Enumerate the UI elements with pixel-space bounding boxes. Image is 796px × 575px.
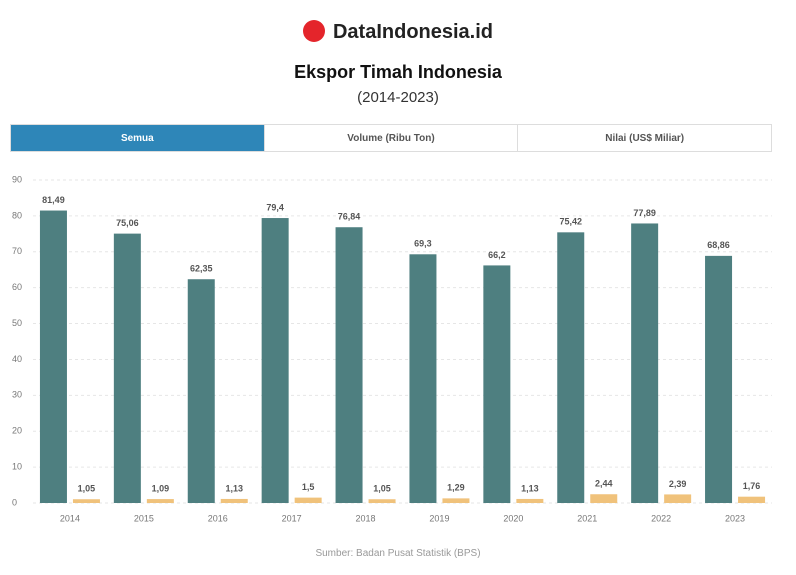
x-tick-label: 2014: [60, 513, 80, 523]
value-label: 66,2: [488, 250, 506, 260]
x-tick-label: 2019: [429, 513, 449, 523]
x-tick-label: 2021: [577, 513, 597, 523]
chart-title: Ekspor Timah Indonesia: [294, 62, 502, 82]
value-label: 62,35: [190, 264, 213, 274]
y-tick-label: 0: [12, 497, 17, 507]
value-label: 1,13: [521, 483, 539, 493]
bar: [335, 227, 363, 503]
bar: [738, 496, 766, 503]
bar: [220, 498, 248, 503]
chart-subtitle: (2014-2023): [357, 89, 439, 106]
tab[interactable]: Semua: [11, 125, 264, 151]
bar: [39, 210, 67, 503]
value-label: 68,86: [707, 240, 730, 250]
value-label: 1,76: [743, 481, 761, 491]
y-tick-label: 70: [12, 246, 22, 256]
x-tick-label: 2022: [651, 513, 671, 523]
y-tick-label: 20: [12, 426, 22, 436]
bar: [409, 254, 437, 503]
bar: [261, 218, 289, 503]
bar: [146, 499, 174, 503]
brand: DataIndonesia.id: [0, 20, 796, 44]
value-label: 1,09: [152, 483, 170, 493]
value-label: 2,39: [669, 479, 687, 489]
bar: [483, 265, 511, 503]
x-tick-label: 2017: [282, 513, 302, 523]
value-label: 81,49: [42, 195, 65, 205]
y-tick-label: 50: [12, 318, 22, 328]
x-tick-label: 2023: [725, 513, 745, 523]
x-tick-label: 2020: [503, 513, 523, 523]
bar: [664, 494, 692, 503]
tab-bar: Semua Volume (Ribu Ton) Nilai (US$ Milia…: [10, 124, 772, 152]
x-tick-label: 2015: [134, 513, 154, 523]
bar: [72, 499, 100, 503]
bar: [590, 494, 618, 503]
bar: [187, 279, 215, 503]
y-tick-label: 60: [12, 282, 22, 292]
tab[interactable]: Nilai (US$ Miliar): [517, 125, 771, 151]
bar: [631, 223, 659, 504]
y-tick-label: 30: [12, 390, 22, 400]
value-label: 2,44: [595, 479, 613, 489]
value-label: 75,42: [559, 217, 582, 227]
y-tick-label: 80: [12, 210, 22, 220]
source: Sumber: Badan Pusat Statistik (BPS): [315, 548, 481, 559]
chart: 0 10 20 30 40 50 60 70 80 90 2014 81,49 1,05 2015 75,0…: [12, 174, 772, 523]
bar: [294, 497, 322, 503]
y-tick-label: 90: [12, 174, 22, 184]
x-tick-label: 2016: [208, 513, 228, 523]
bar: [557, 232, 585, 503]
value-label: 69,3: [414, 239, 432, 249]
value-label: 79,4: [266, 202, 284, 212]
y-tick-label: 40: [12, 354, 22, 364]
value-label: 1,5: [302, 482, 315, 492]
bar: [705, 255, 733, 503]
bar: [368, 499, 396, 503]
value-label: 76,84: [338, 212, 361, 222]
bar: [442, 498, 470, 503]
value-label: 75,06: [116, 218, 139, 228]
logo: [302, 20, 325, 42]
value-label: 77,89: [633, 208, 656, 218]
value-label: 1,05: [373, 484, 391, 494]
y-tick-label: 10: [12, 461, 22, 471]
tab[interactable]: Volume (Ribu Ton): [263, 125, 518, 151]
value-label: 1,05: [78, 484, 96, 494]
bar: [516, 498, 544, 503]
brand-name: DataIndonesia.id: [332, 21, 494, 43]
bar: [113, 233, 141, 504]
x-tick-label: 2018: [356, 513, 376, 523]
value-label: 1,13: [225, 483, 243, 493]
value-label: 1,29: [447, 483, 465, 493]
